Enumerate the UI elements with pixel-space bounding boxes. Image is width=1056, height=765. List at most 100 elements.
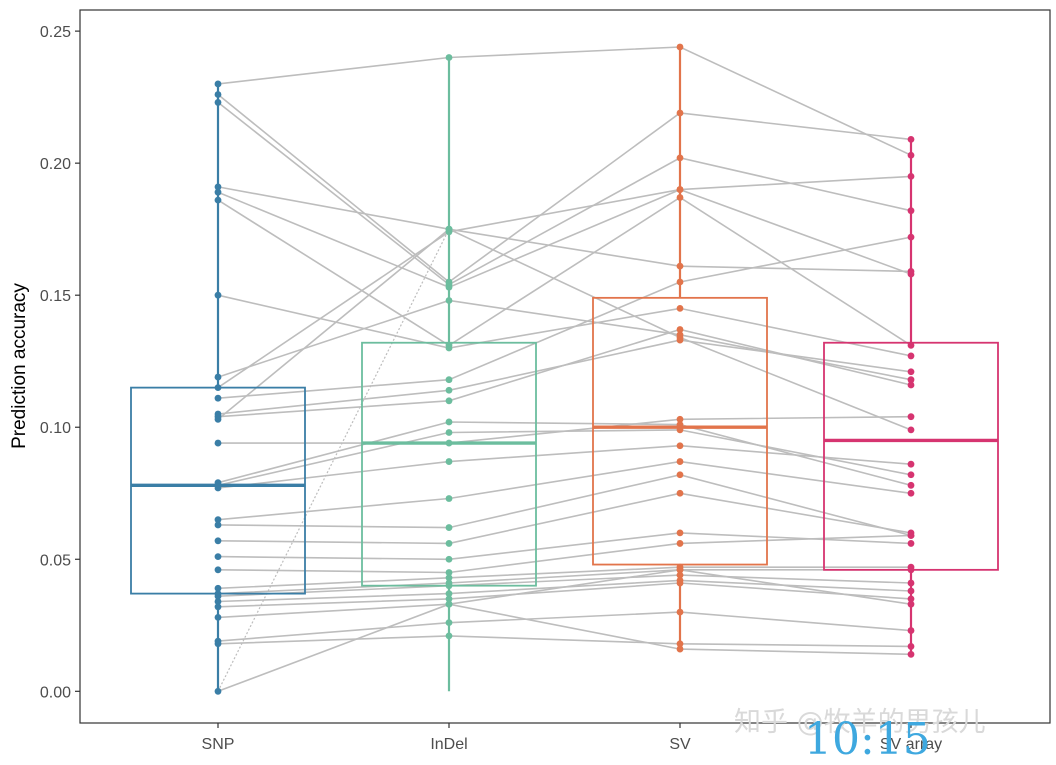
paired-line-12	[217, 328, 912, 418]
data-point-sv-10	[676, 278, 684, 286]
data-point-indel-12	[445, 397, 453, 405]
data-point-sv-31	[676, 645, 684, 653]
data-point-indel-17	[445, 458, 453, 465]
paired-line-22	[217, 534, 912, 574]
data-point-snp-5	[214, 188, 222, 196]
paired-line-31	[217, 603, 912, 693]
overlay-time-text: 10:15	[804, 714, 931, 765]
data-point-indel-7	[445, 344, 453, 352]
data-point-snp-25	[214, 592, 222, 600]
data-point-sv-array-26	[907, 587, 915, 595]
data-point-indel-32	[445, 225, 453, 233]
data-point-snp-3	[214, 99, 222, 106]
paired-line-16	[217, 429, 912, 487]
paired-line-9	[217, 175, 912, 389]
paired-line-10	[217, 236, 912, 399]
data-point-sv-array-27	[907, 595, 915, 603]
data-point-sv-array-17	[907, 460, 915, 468]
paired-line-4	[217, 186, 912, 273]
data-point-sv-19	[676, 471, 684, 479]
y-tick-label: 0.20	[40, 156, 71, 173]
data-point-sv-15	[676, 421, 684, 428]
x-tick-label: SNP	[202, 736, 235, 753]
data-point-snp-18	[214, 516, 222, 524]
plot-panel	[79, 9, 1051, 724]
data-point-snp-20	[214, 537, 222, 545]
watermark-text: 知乎 @牧羊的男孩儿	[734, 707, 986, 738]
paired-line-17	[217, 444, 912, 489]
paired-line-3	[217, 101, 912, 286]
data-point-sv-9	[676, 186, 684, 193]
data-point-sv-6	[676, 194, 684, 201]
data-point-snp-14	[214, 439, 222, 447]
data-point-sv-array-2	[907, 135, 915, 143]
data-point-indel-14	[445, 439, 453, 447]
data-point-sv-array-9	[907, 172, 915, 180]
data-point-sv-7	[676, 305, 684, 312]
data-point-indel-16	[445, 429, 453, 436]
paired-line-25	[217, 574, 912, 597]
data-point-snp-4	[214, 183, 222, 191]
data-point-sv-18	[676, 458, 684, 465]
data-point-sv-array-3	[907, 207, 915, 215]
data-point-indel-31	[445, 600, 453, 608]
data-point-sv-array-12	[907, 381, 915, 389]
paired-line-13	[217, 228, 912, 431]
data-point-indel-22	[445, 569, 453, 576]
y-tick-label: 0.05	[40, 552, 71, 569]
data-point-sv-25	[676, 571, 684, 579]
data-point-sv-array-1	[907, 151, 915, 159]
data-point-sv-29	[676, 608, 684, 616]
paired-line-24	[217, 568, 911, 595]
data-point-sv-3	[676, 154, 684, 162]
data-point-sv-28	[676, 566, 684, 574]
data-point-sv-2	[676, 109, 684, 117]
data-point-sv-array-24	[907, 566, 915, 574]
data-point-sv-array-6	[907, 341, 915, 349]
data-point-sv-array-13	[907, 426, 915, 434]
data-point-snp-26	[214, 598, 222, 605]
paired-line-29	[217, 611, 912, 642]
data-point-sv-array-21	[907, 540, 915, 547]
data-point-snp-2	[214, 91, 222, 98]
data-point-indel-21	[445, 555, 453, 563]
data-point-sv-14	[676, 415, 684, 423]
data-point-snp-23	[214, 584, 222, 592]
points-layer	[214, 43, 915, 695]
data-point-sv-12	[676, 326, 684, 333]
data-point-sv-array-7	[907, 352, 915, 360]
data-point-sv-array-18	[907, 489, 915, 497]
data-point-sv-17	[676, 442, 684, 450]
paired-line-23	[217, 566, 911, 590]
data-point-snp-27	[214, 603, 222, 611]
data-point-snp-21	[214, 553, 222, 561]
data-point-sv-array-28	[907, 600, 915, 608]
paired-line-18	[217, 460, 912, 521]
data-point-sv-array-29	[907, 627, 915, 634]
data-point-sv-array-14	[907, 413, 915, 421]
x-tick-label: InDel	[430, 736, 467, 753]
data-point-indel-23	[445, 574, 453, 582]
data-point-indel-11	[445, 386, 453, 394]
data-point-sv-4	[676, 262, 684, 270]
data-point-sv-13	[676, 334, 684, 341]
data-point-indel-8	[445, 297, 453, 304]
paired-line-6	[217, 196, 912, 347]
data-point-snp-28	[214, 613, 222, 621]
paired-line-21	[217, 532, 912, 561]
data-point-sv-27	[676, 579, 684, 587]
data-point-sv-array-8	[907, 376, 915, 384]
paired-line-7	[217, 294, 912, 357]
data-point-sv-array-5	[907, 270, 915, 278]
data-point-indel-1	[445, 54, 453, 61]
data-point-sv-array-22	[907, 532, 915, 539]
data-point-sv-20	[676, 489, 684, 497]
data-point-snp-7	[214, 291, 222, 299]
data-point-sv-22	[676, 540, 684, 547]
y-axis-title: Prediction accuracy	[9, 283, 30, 449]
data-point-snp-9	[214, 384, 222, 392]
x-tick-label: SV	[669, 736, 691, 753]
data-point-indel-10	[445, 376, 453, 384]
paired-line-20	[217, 492, 912, 545]
data-point-snp-31	[214, 687, 222, 695]
